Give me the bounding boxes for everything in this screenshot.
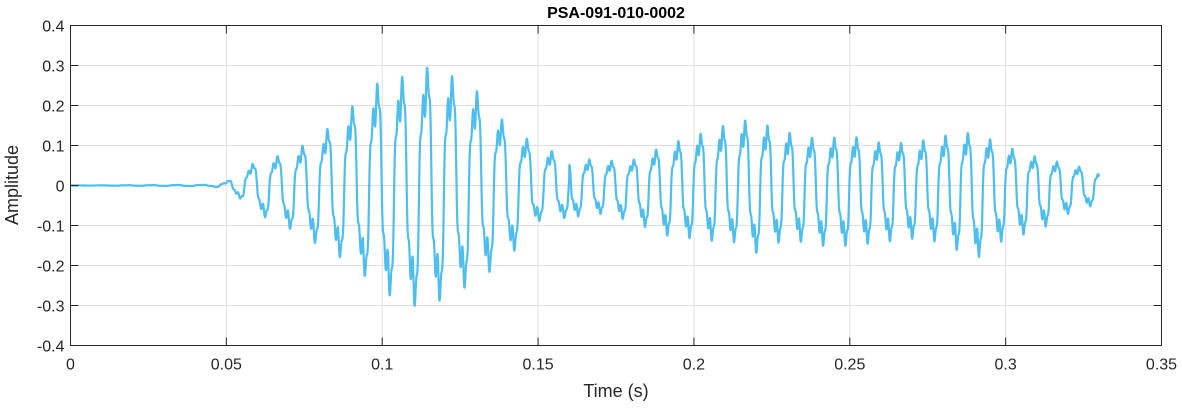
y-tick-label: 0.4: [42, 19, 64, 36]
y-tick-label: 0.2: [42, 99, 64, 116]
y-tick-label: -0.4: [37, 339, 65, 356]
y-axis: -0.4 -0.3 -0.2 -0.1 0 0.1 0.2 0.3 0.4: [37, 19, 1162, 356]
y-axis-label: Amplitude: [2, 145, 22, 225]
y-tick-label: 0.1: [42, 139, 64, 156]
x-tick-label: 0.1: [371, 357, 393, 374]
plot-series: [69, 66, 1101, 307]
y-tick-label: -0.1: [37, 219, 65, 236]
x-tick-label: 0.35: [1146, 357, 1177, 374]
x-tick-label: 0.2: [683, 357, 705, 374]
waveform-series-line: [69, 66, 1101, 307]
x-axis: 0 0.05 0.1 0.15 0.2 0.25 0.3 0.35: [66, 25, 1177, 374]
x-tick-label: 0.25: [834, 357, 865, 374]
x-tick-label: 0.05: [211, 357, 242, 374]
chart-title: PSA-091-010-0002: [547, 5, 685, 22]
y-tick-label: -0.3: [37, 299, 65, 316]
y-tick-label: 0: [56, 179, 65, 196]
x-tick-label: 0.15: [523, 357, 554, 374]
x-axis-label: Time (s): [583, 381, 648, 401]
y-tick-label: -0.2: [37, 259, 65, 276]
x-tick-label: 0.3: [995, 357, 1017, 374]
x-tick-label: 0: [66, 357, 75, 374]
y-tick-label: 0.3: [42, 59, 64, 76]
